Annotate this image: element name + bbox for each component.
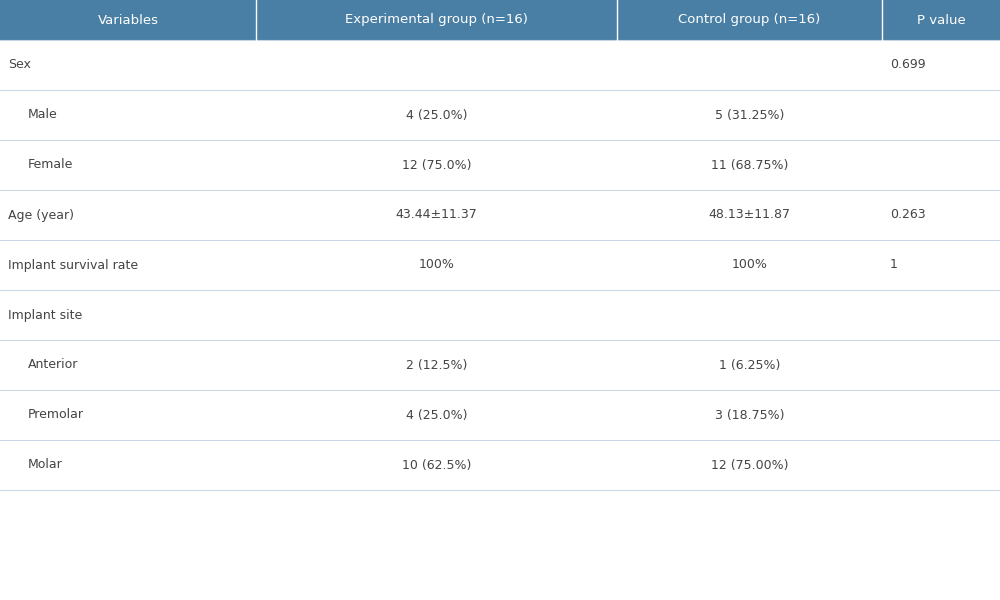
Text: 1: 1 [890,259,898,271]
Bar [0,0,1000,40]
Text: Variables: Variables [98,13,158,26]
Text: 0.263: 0.263 [890,208,926,221]
Text: 48.13±11.87: 48.13±11.87 [708,208,790,221]
Text: 12 (75.0%): 12 (75.0%) [402,158,471,172]
Text: 11 (68.75%): 11 (68.75%) [711,158,788,172]
Text: P value: P value [917,13,965,26]
Text: Implant survival rate: Implant survival rate [8,259,138,271]
Text: Molar: Molar [28,458,63,472]
Text: 100%: 100% [419,259,454,271]
Text: Anterior: Anterior [28,358,78,371]
Text: Male: Male [28,109,58,121]
Text: Sex: Sex [8,58,31,71]
Text: 43.44±11.37: 43.44±11.37 [396,208,477,221]
Text: Control group (n=16): Control group (n=16) [678,13,821,26]
Text: 0.699: 0.699 [890,58,926,71]
Text: Premolar: Premolar [28,409,84,421]
Text: 5 (31.25%): 5 (31.25%) [715,109,784,121]
Text: Experimental group (n=16): Experimental group (n=16) [345,13,528,26]
Text: 2 (12.5%): 2 (12.5%) [406,358,467,371]
Text: Implant site: Implant site [8,308,82,322]
Text: 100%: 100% [732,259,767,271]
Text: 1 (6.25%): 1 (6.25%) [719,358,780,371]
Text: Age (year): Age (year) [8,208,74,221]
Text: 10 (62.5%): 10 (62.5%) [402,458,471,472]
Text: 4 (25.0%): 4 (25.0%) [406,409,467,421]
Text: 12 (75.00%): 12 (75.00%) [711,458,788,472]
Text: 4 (25.0%): 4 (25.0%) [406,109,467,121]
Text: 3 (18.75%): 3 (18.75%) [715,409,784,421]
Text: Female: Female [28,158,73,172]
